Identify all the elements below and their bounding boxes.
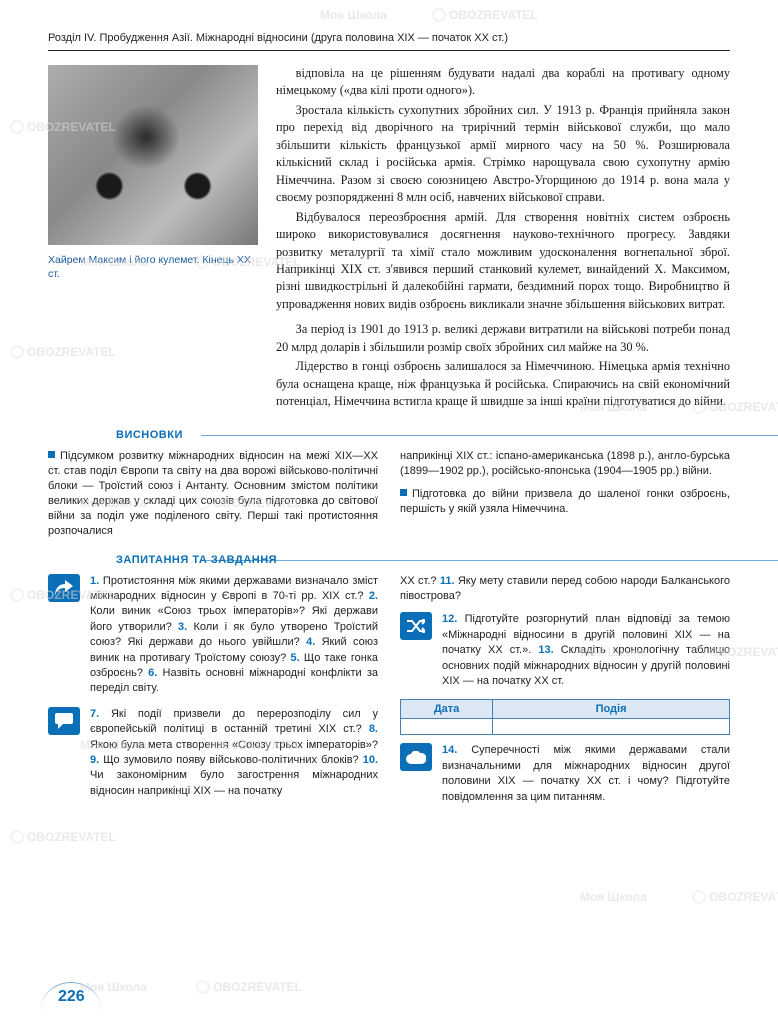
conclusions-left: Підсумком розвитку міжнародних відносин … [48, 449, 378, 540]
conclusions-right: наприкінці ХІХ ст.: іспано-американська … [400, 449, 730, 540]
questions-heading: ЗАПИТАННЯ ТА ЗАВДАННЯ [116, 554, 730, 566]
question-text: 12. Підготуйте розгорнутий план відповід… [442, 612, 730, 689]
text-column: відповіла на це рішенням будувати надалі… [276, 65, 730, 315]
cloud-icon [400, 743, 432, 771]
table-header-event: Подія [493, 700, 730, 719]
questions-left-col: 1. Протистояння між якими державами визн… [48, 574, 378, 815]
watermark: OBOZREVATEL [10, 830, 116, 844]
watermark: OBOZREVATEL [432, 8, 538, 22]
watermark: OBOZREVATEL [10, 345, 116, 359]
chapter-title: Розділ IV. Пробудження Азії. Міжнародні … [48, 32, 508, 44]
watermark: OBOZREVATEL [692, 890, 778, 904]
maxim-gun-photo [48, 65, 258, 245]
conclusion-text: Підсумком розвитку міжнародних відносин … [48, 450, 378, 538]
question-group: 1. Протистояння між якими державами визн… [48, 574, 378, 697]
page: Розділ IV. Пробудження Азії. Міжнародні … [0, 0, 778, 1024]
conclusions-heading: ВИСНОВКИ [116, 429, 730, 441]
questions-right-col: ХХ ст.? 11. Яку мету ставили перед собою… [400, 574, 730, 815]
question-group: 14. Суперечності між якими державами ста… [400, 743, 730, 805]
questions-columns: 1. Протистояння між якими державами визн… [48, 574, 730, 815]
question-text: 14. Суперечності між якими державами ста… [442, 743, 730, 805]
table-row [401, 719, 730, 735]
question-text: 7. Які події призвели до перерозподілу с… [90, 707, 378, 799]
question-text-continuation: ХХ ст.? 11. Яку мету ставили перед собою… [400, 574, 730, 605]
paragraph: відповіла на це рішенням будувати надалі… [276, 65, 730, 100]
table-header-row: Дата Подія [401, 700, 730, 719]
watermark: Моя Школа [580, 890, 647, 904]
conclusions-block: Підсумком розвитку міжнародних відносин … [48, 449, 730, 540]
shuffle-icon [400, 612, 432, 640]
share-icon [48, 574, 80, 602]
conclusion-text: Підготовка до війни призвела до шаленої … [400, 487, 730, 517]
chronology-table: Дата Подія [400, 699, 730, 735]
paragraph-partial: Відбувалося переозброєння армій. Для ств… [276, 209, 730, 314]
table-header-date: Дата [401, 700, 493, 719]
conclusion-text: наприкінці ХІХ ст.: іспано-американська … [400, 449, 730, 479]
question-group: 12. Підготуйте розгорнутий план відповід… [400, 612, 730, 689]
bullet-icon [48, 451, 55, 458]
page-number: 226 [58, 988, 85, 1006]
top-columns: Хайрем Максим і його кулемет. Кінець ХХ … [48, 65, 730, 315]
question-group: 7. Які події призвели до перерозподілу с… [48, 707, 378, 799]
bullet-icon [400, 489, 407, 496]
speech-icon [48, 707, 80, 735]
chapter-header: Розділ IV. Пробудження Азії. Міжнародні … [48, 28, 730, 51]
photo-caption: Хайрем Максим і його кулемет. Кінець ХХ … [48, 253, 258, 281]
paragraph: Лідерство в гонці озброєнь залишалося за… [276, 358, 730, 410]
paragraph: За період із 1901 до 1913 р. великі держ… [276, 321, 730, 356]
watermark: OBOZREVATEL [196, 980, 302, 994]
watermark: Моя Школа [320, 8, 387, 22]
paragraph: Зростала кількість сухопутних збройних с… [276, 102, 730, 207]
question-text: 1. Протистояння між якими державами визн… [90, 574, 378, 697]
image-column: Хайрем Максим і його кулемет. Кінець ХХ … [48, 65, 258, 315]
